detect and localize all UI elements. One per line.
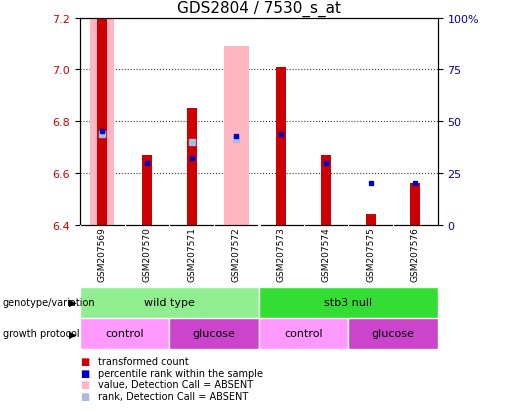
Text: GSM207569: GSM207569 <box>98 227 107 282</box>
Text: ▶: ▶ <box>68 328 76 339</box>
Text: GSM207570: GSM207570 <box>143 227 151 282</box>
Bar <box>259 287 438 318</box>
Text: GSM207573: GSM207573 <box>277 227 286 282</box>
Text: growth protocol: growth protocol <box>3 328 79 339</box>
Text: GSM207571: GSM207571 <box>187 227 196 282</box>
Text: ■: ■ <box>80 380 90 389</box>
Bar <box>169 318 259 349</box>
Bar <box>410 184 420 225</box>
Text: rank, Detection Call = ABSENT: rank, Detection Call = ABSENT <box>98 391 248 401</box>
Bar <box>366 215 375 225</box>
Text: ■: ■ <box>80 368 90 378</box>
Text: stb3 null: stb3 null <box>324 297 372 308</box>
Text: GSM207576: GSM207576 <box>411 227 420 282</box>
Bar <box>348 318 438 349</box>
Text: glucose: glucose <box>193 328 235 339</box>
Text: GSM207572: GSM207572 <box>232 227 241 282</box>
Text: genotype/variation: genotype/variation <box>3 297 95 308</box>
Text: ▶: ▶ <box>68 297 76 308</box>
Text: percentile rank within the sample: percentile rank within the sample <box>98 368 263 378</box>
Bar <box>187 109 197 225</box>
Bar <box>142 155 152 225</box>
Text: ■: ■ <box>80 356 90 366</box>
Text: glucose: glucose <box>371 328 415 339</box>
Bar <box>90 19 114 225</box>
Bar <box>276 68 286 225</box>
Bar <box>321 155 331 225</box>
Bar <box>224 47 249 225</box>
Text: transformed count: transformed count <box>98 356 188 366</box>
Text: value, Detection Call = ABSENT: value, Detection Call = ABSENT <box>98 380 253 389</box>
Text: wild type: wild type <box>144 297 195 308</box>
Bar <box>259 318 348 349</box>
Text: GSM207574: GSM207574 <box>321 227 331 282</box>
Text: control: control <box>284 328 323 339</box>
Bar <box>97 19 107 225</box>
Text: GSM207575: GSM207575 <box>366 227 375 282</box>
Text: ■: ■ <box>80 391 90 401</box>
Bar <box>80 287 259 318</box>
Bar <box>80 318 169 349</box>
Title: GDS2804 / 7530_s_at: GDS2804 / 7530_s_at <box>177 1 341 17</box>
Text: control: control <box>105 328 144 339</box>
